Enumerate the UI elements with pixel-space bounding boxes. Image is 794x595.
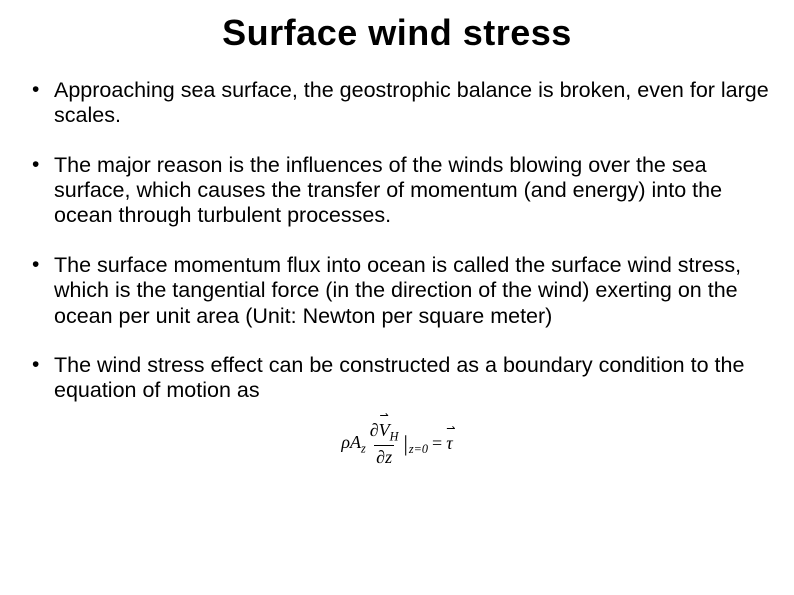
eq-vec-tau: ⇀τ: [446, 433, 452, 454]
eq-coeff-text: ρA: [341, 432, 361, 452]
bullet-list: Approaching sea surface, the geostrophic…: [24, 78, 770, 404]
bullet-text: The major reason is the influences of th…: [54, 153, 722, 228]
eq-partial: ∂: [370, 420, 379, 440]
vector-arrow-icon: ⇀: [446, 422, 452, 435]
vector-arrow-icon: ⇀: [379, 409, 390, 422]
eq-fraction: ∂⇀VH ∂z: [368, 420, 401, 469]
eq-eval-at: z=0: [409, 442, 428, 457]
bullet-item: The surface momentum flux into ocean is …: [24, 253, 770, 329]
eq-denominator: ∂z: [374, 445, 394, 468]
eq-coeff-sub: z: [361, 441, 366, 455]
bullet-item: The major reason is the influences of th…: [24, 153, 770, 229]
bullet-text: The surface momentum flux into ocean is …: [54, 253, 741, 328]
eq-coeff: ρAz: [341, 432, 365, 457]
bullet-item: The wind stress effect can be constructe…: [24, 353, 770, 404]
eq-vec-v: ⇀V: [379, 420, 390, 441]
equation-block: ρAz ∂⇀VH ∂z |z=0 = ⇀τ: [24, 420, 770, 469]
eq-numerator: ∂⇀VH: [368, 420, 401, 446]
eq-vec-sub: H: [390, 429, 399, 443]
slide: Surface wind stress Approaching sea surf…: [0, 0, 794, 595]
eq-vec-letter: V: [379, 420, 390, 440]
bullet-text: The wind stress effect can be constructe…: [54, 353, 744, 402]
bullet-text: Approaching sea surface, the geostrophic…: [54, 78, 769, 127]
equation: ρAz ∂⇀VH ∂z |z=0 = ⇀τ: [341, 420, 452, 469]
eq-equals: =: [428, 433, 446, 454]
eq-tau: τ: [446, 433, 452, 453]
bullet-item: Approaching sea surface, the geostrophic…: [24, 78, 770, 129]
slide-title: Surface wind stress: [24, 12, 770, 54]
